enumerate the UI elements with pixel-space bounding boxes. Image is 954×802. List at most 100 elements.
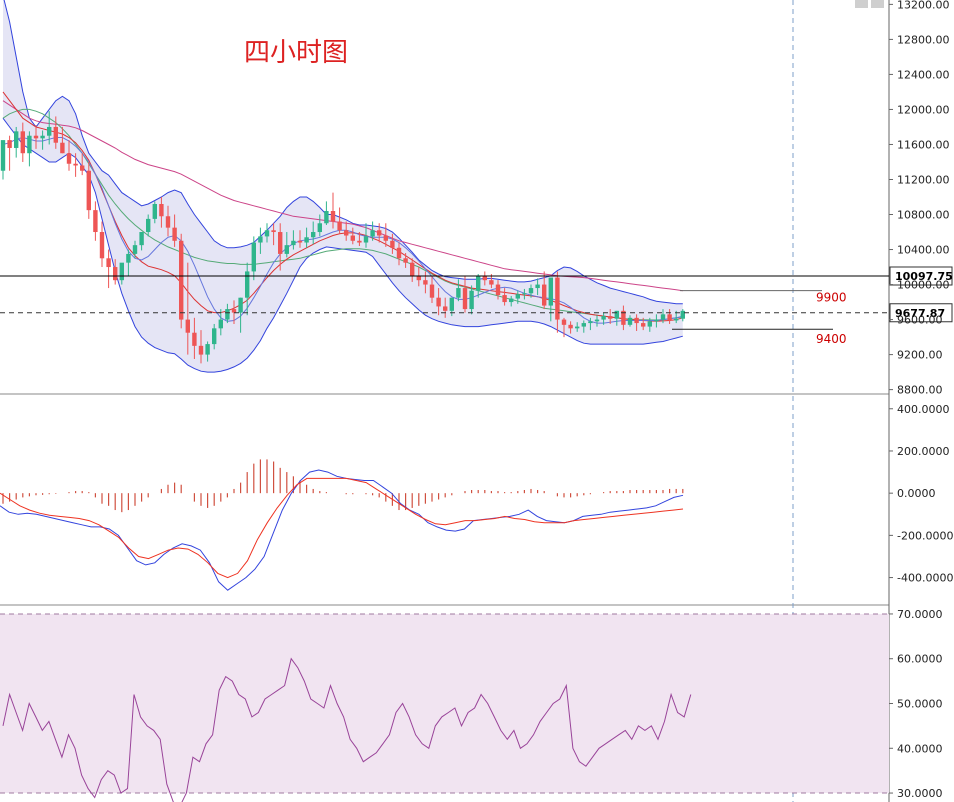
- candle: [403, 258, 408, 263]
- y-tick-label: 11200.00: [897, 173, 950, 186]
- candle: [575, 326, 580, 329]
- candle: [172, 227, 177, 241]
- candle: [218, 319, 223, 329]
- layout-icon[interactable]: [855, 0, 868, 8]
- y-tick-label: 40.0000: [897, 742, 943, 755]
- target-label: 9400: [816, 332, 847, 346]
- candle: [680, 310, 685, 319]
- candle: [179, 240, 184, 320]
- candle: [324, 211, 329, 224]
- y-tick-label: 50.0000: [897, 698, 943, 711]
- candle: [73, 163, 78, 166]
- candle: [370, 230, 375, 237]
- candle: [205, 344, 210, 355]
- candle: [667, 314, 672, 321]
- candle: [297, 240, 303, 243]
- candle: [33, 135, 39, 139]
- candle: [515, 294, 520, 299]
- candle: [278, 232, 283, 254]
- toolbar-icons[interactable]: [855, 0, 884, 8]
- candle: [535, 284, 540, 289]
- settings-icon[interactable]: [871, 0, 884, 8]
- candle: [311, 232, 316, 238]
- candle: [284, 245, 289, 254]
- candle: [53, 126, 58, 143]
- candle: [350, 235, 355, 241]
- candle: [264, 230, 270, 237]
- bollinger-band: [3, 0, 683, 373]
- y-tick-label: 0.0000: [897, 487, 936, 500]
- price-axis: 13200.00 12800.00 12400.00 12000.00 11600.00…: [889, 0, 953, 800]
- candle: [119, 262, 124, 281]
- candle: [555, 277, 560, 320]
- y-tick-label: 9600.00: [897, 314, 943, 327]
- bollinger-fill: [3, 0, 683, 373]
- candle: [594, 319, 600, 322]
- candle: [647, 321, 652, 327]
- candle: [489, 280, 494, 285]
- candle: [410, 262, 415, 276]
- candle: [7, 140, 12, 148]
- y-tick-label: 13200.00: [897, 0, 950, 11]
- candle: [106, 258, 111, 268]
- candle: [146, 218, 151, 233]
- candle: [185, 319, 190, 333]
- candle: [291, 240, 296, 246]
- candle: [436, 297, 441, 307]
- candle: [660, 314, 666, 320]
- candle: [337, 221, 342, 231]
- candle: [423, 280, 428, 285]
- candle: [126, 253, 131, 263]
- y-tick-label: 12000.00: [897, 103, 950, 116]
- candle: [443, 306, 448, 311]
- price-label-box: [889, 266, 953, 286]
- horizontal-lines: 10097.75 9677.87 9900 9400: [0, 266, 953, 346]
- candle: [159, 204, 164, 217]
- candle: [509, 298, 514, 303]
- y-tick-label: 400.0000: [897, 403, 950, 416]
- candle: [621, 310, 626, 325]
- candle: [601, 316, 606, 320]
- candle: [495, 284, 501, 296]
- candle: [627, 317, 633, 325]
- candle: [674, 318, 679, 321]
- candle: [581, 323, 586, 327]
- candle: [608, 316, 613, 319]
- candle: [251, 242, 256, 272]
- candle: [231, 309, 237, 313]
- candle: [462, 288, 468, 310]
- candle: [476, 275, 481, 291]
- candle: [522, 293, 527, 295]
- y-tick-label: 10000.00: [897, 279, 950, 292]
- candle: [502, 295, 507, 303]
- candle: [363, 236, 369, 243]
- price-label: 10097.75: [895, 270, 953, 283]
- y-tick-label: 60.0000: [897, 653, 943, 666]
- candle: [238, 297, 243, 313]
- rsi-band: [0, 613, 889, 794]
- candle: [66, 153, 72, 164]
- candle: [40, 135, 45, 139]
- candle: [561, 319, 567, 325]
- y-tick-label: 10400.00: [897, 244, 950, 257]
- y-tick-label: 30.0000: [897, 787, 943, 800]
- candle: [416, 275, 421, 281]
- candle: [548, 277, 553, 306]
- candle: [641, 323, 646, 327]
- y-tick-label: 12400.00: [897, 68, 950, 81]
- candle: [225, 309, 230, 320]
- candle: [449, 297, 454, 311]
- ma-blue-line: [2, 136, 683, 324]
- candle: [60, 142, 65, 154]
- candle: [192, 332, 197, 346]
- y-tick-label: 9200.00: [897, 349, 943, 362]
- candle: [357, 240, 362, 243]
- y-tick-label: 12800.00: [897, 33, 950, 46]
- y-tick-label: 10800.00: [897, 209, 950, 222]
- candle: [14, 131, 19, 148]
- candle: [113, 267, 118, 281]
- candle: [588, 321, 593, 324]
- y-tick-label: 70.0000: [897, 608, 943, 621]
- y-tick-label: -400.0000: [897, 572, 953, 585]
